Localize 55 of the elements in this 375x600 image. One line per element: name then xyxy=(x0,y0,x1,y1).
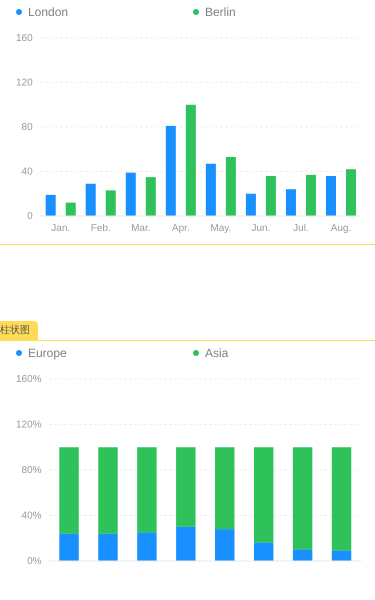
y-tick-label: 80% xyxy=(22,464,42,476)
x-tick-label: Aug. xyxy=(330,222,352,234)
x-tick-label: May. xyxy=(210,222,232,234)
bar xyxy=(215,529,234,560)
bar xyxy=(292,550,312,560)
x-tick-label: Jul. xyxy=(293,222,309,234)
bar xyxy=(106,190,116,216)
bar xyxy=(332,550,352,560)
bar xyxy=(254,447,274,543)
x-tick-label: Feb. xyxy=(90,222,111,234)
bar xyxy=(286,189,296,216)
y-tick-label: 120 xyxy=(16,77,34,88)
y-tick-label: 160% xyxy=(16,374,42,385)
bar xyxy=(326,176,336,216)
bar xyxy=(137,447,157,533)
bar xyxy=(292,447,312,550)
legend-label: Berlin xyxy=(205,5,236,19)
bar xyxy=(206,164,216,216)
bar xyxy=(137,532,157,560)
bar xyxy=(126,172,136,216)
bar xyxy=(186,104,196,216)
y-tick-label: 40 xyxy=(22,166,34,178)
y-tick-label: 120% xyxy=(16,419,42,430)
bar xyxy=(346,169,356,216)
bar xyxy=(98,447,118,534)
bar xyxy=(59,447,79,534)
y-tick-label: 0% xyxy=(27,556,42,567)
bar xyxy=(166,126,176,216)
bar xyxy=(254,542,274,560)
x-tick-label: Jan. xyxy=(51,222,70,234)
legend-label: Asia xyxy=(205,346,228,360)
bar xyxy=(146,177,156,216)
legend-label: London xyxy=(28,5,68,19)
bar xyxy=(59,534,79,560)
bar xyxy=(86,184,96,216)
bar xyxy=(215,447,234,530)
bar xyxy=(266,176,276,216)
y-tick-label: 160 xyxy=(16,32,34,44)
x-tick-label: Apr. xyxy=(172,222,190,234)
bar xyxy=(46,194,56,216)
bar xyxy=(176,526,196,560)
x-tick-label: Mar. xyxy=(131,222,151,234)
bar xyxy=(176,447,196,527)
bar xyxy=(306,174,316,216)
bar xyxy=(332,447,352,551)
bar xyxy=(226,157,236,216)
bar xyxy=(98,534,118,560)
y-tick-label: 0 xyxy=(27,210,34,222)
bar xyxy=(66,202,76,216)
bar xyxy=(246,194,256,216)
y-tick-label: 80 xyxy=(22,122,34,133)
chart-title: 柱状图 xyxy=(0,321,38,341)
y-tick-label: 40% xyxy=(22,510,42,522)
x-tick-label: Jun. xyxy=(251,222,270,234)
legend-label: Europe xyxy=(28,346,67,360)
